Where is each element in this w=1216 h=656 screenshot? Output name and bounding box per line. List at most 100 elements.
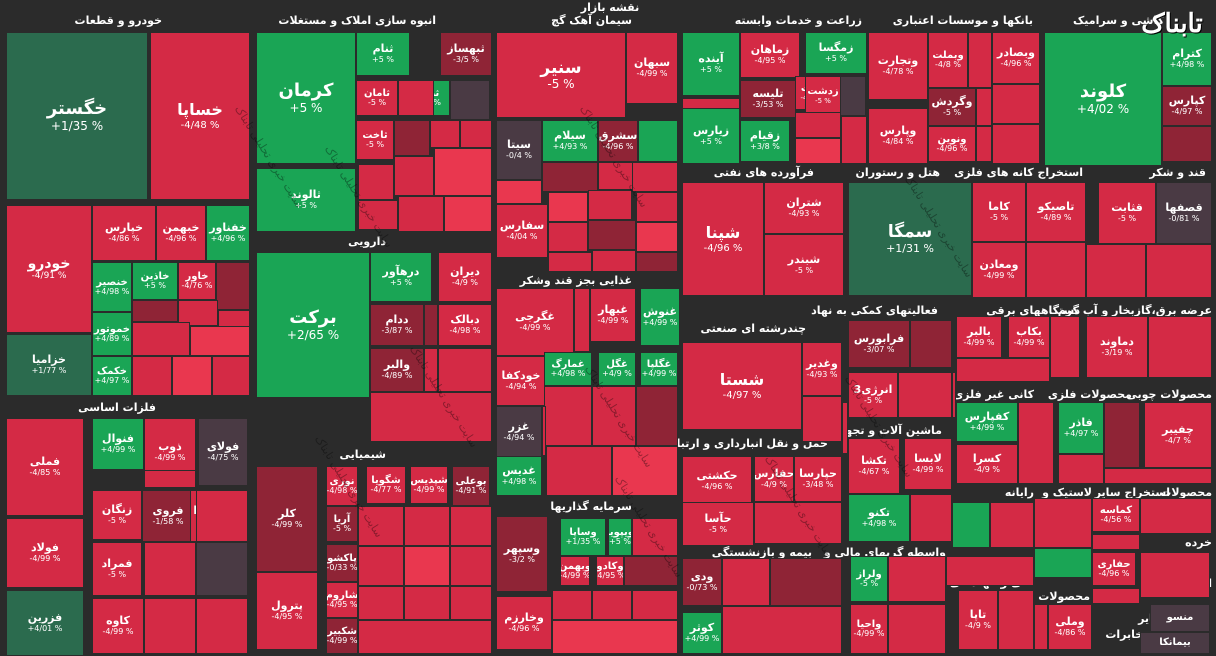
treemap-tile[interactable]: حفارس -4/9 %	[754, 456, 794, 502]
treemap-tile[interactable]: غمارگ +4/98 %	[544, 352, 592, 386]
treemap-tile[interactable]: ویپویا+5 %	[608, 518, 632, 556]
treemap-tile[interactable]: پاکشو -0/33 %	[326, 544, 358, 582]
treemap-tile-unlabeled[interactable]	[450, 586, 492, 620]
treemap-tile-unlabeled[interactable]	[548, 252, 592, 272]
treemap-tile-unlabeled[interactable]	[574, 288, 590, 352]
treemap-tile[interactable]: خموتور +4/89 %	[92, 312, 132, 356]
treemap-tile-unlabeled[interactable]	[460, 120, 492, 148]
treemap-tile[interactable]: واحیا -4/99 %	[850, 604, 888, 654]
treemap-tile-unlabeled[interactable]	[552, 590, 592, 620]
treemap-tile[interactable]: تاپا -4/9 %	[958, 590, 998, 650]
treemap-tile-unlabeled[interactable]	[842, 402, 848, 454]
treemap-tile-unlabeled[interactable]	[358, 164, 394, 200]
treemap-tile[interactable]: شبندر -5 %	[764, 234, 844, 296]
treemap-tile[interactable]: کپارس -4/97 %	[1162, 86, 1212, 126]
treemap-tile[interactable]: خزامیا +1/77 %	[6, 334, 92, 396]
treemap-tile[interactable]: خفناور +4/96 %	[206, 205, 250, 261]
treemap-tile[interactable]: حکشتی -4/96 %	[682, 456, 752, 506]
treemap-tile-unlabeled[interactable]	[496, 180, 542, 204]
treemap-tile[interactable]: غگل +4/9 %	[598, 352, 636, 386]
treemap-tile-unlabeled[interactable]	[172, 356, 212, 396]
treemap-tile-unlabeled[interactable]	[196, 598, 248, 654]
treemap-tile-unlabeled[interactable]	[1104, 402, 1140, 468]
treemap-tile[interactable]: کلوند +4/02 %	[1044, 32, 1162, 166]
treemap-tile[interactable]: والبر -4/89 %	[370, 348, 424, 392]
treemap-tile[interactable]: ثالوند +5 %	[256, 168, 356, 232]
treemap-tile-unlabeled[interactable]	[612, 446, 678, 496]
treemap-tile[interactable]: ومعادن -4/99 %	[972, 242, 1026, 298]
treemap-tile[interactable]: ثنام +5 %	[356, 32, 410, 76]
treemap-tile[interactable]: شاروم -4/95 %	[326, 582, 358, 618]
treemap-tile[interactable]: زقیام +3/8 %	[740, 120, 790, 162]
treemap-tile-unlabeled[interactable]	[968, 32, 992, 88]
treemap-tile[interactable]: شپدیس -4/99 %	[410, 466, 448, 504]
treemap-tile-unlabeled[interactable]	[1140, 552, 1210, 598]
treemap-tile-unlabeled[interactable]	[132, 322, 190, 356]
treemap-tile[interactable]: غگلپا +4/99 %	[640, 352, 678, 386]
treemap-tile-unlabeled[interactable]	[434, 148, 492, 196]
treemap-tile-unlabeled[interactable]	[1018, 402, 1054, 484]
treemap-tile[interactable]: ودی -0/73 %	[682, 558, 722, 606]
treemap-tile-unlabeled[interactable]	[722, 606, 842, 654]
treemap-tile[interactable]: دماوند -3/19 %	[1086, 316, 1148, 378]
treemap-tile-unlabeled[interactable]	[1026, 242, 1086, 298]
treemap-tile-unlabeled[interactable]	[632, 518, 678, 556]
treemap-tile-unlabeled[interactable]	[632, 162, 678, 192]
treemap-tile-unlabeled[interactable]	[190, 326, 250, 356]
treemap-tile-unlabeled[interactable]	[588, 190, 632, 220]
treemap-tile[interactable]: دیران -4/9 %	[438, 252, 492, 302]
treemap-tile-unlabeled[interactable]	[910, 320, 952, 368]
treemap-tile-unlabeled[interactable]	[636, 252, 678, 272]
treemap-tile-unlabeled[interactable]	[430, 120, 460, 148]
treemap-tile-unlabeled[interactable]	[802, 396, 842, 442]
treemap-tile-unlabeled[interactable]	[548, 222, 588, 252]
treemap-tile-unlabeled[interactable]	[450, 546, 492, 586]
treemap-tile-unlabeled[interactable]	[592, 386, 636, 446]
treemap-tile-unlabeled[interactable]	[404, 506, 450, 546]
treemap-tile[interactable]: نوری -4/98 %	[326, 466, 358, 506]
treemap-tile-unlabeled[interactable]	[358, 586, 404, 620]
treemap-tile-unlabeled[interactable]	[976, 88, 992, 126]
treemap-tile[interactable]: کماسه -4/56 %	[1092, 498, 1140, 532]
treemap-tile[interactable]: کفپارس +4/99 %	[956, 402, 1018, 442]
treemap-tile-unlabeled[interactable]	[444, 196, 492, 232]
treemap-tile-unlabeled[interactable]	[1034, 604, 1048, 650]
treemap-tile-unlabeled[interactable]	[624, 556, 678, 586]
treemap-tile[interactable]: غگرجی -4/99 %	[496, 288, 574, 356]
treemap-tile[interactable]: وخارزم -4/96 %	[496, 596, 552, 650]
treemap-tile-unlabeled[interactable]	[632, 590, 678, 620]
treemap-tile-unlabeled[interactable]	[636, 192, 678, 222]
treemap-tile-unlabeled[interactable]	[1058, 454, 1104, 484]
treemap-tile[interactable]: آینده +5 %	[682, 32, 740, 96]
treemap-tile[interactable]: سفارس -4/04 %	[496, 204, 548, 258]
treemap-tile[interactable]: ونوین -4/96 %	[928, 126, 976, 162]
treemap-tile[interactable]: حپارسا -3/48 %	[794, 456, 842, 502]
treemap-tile-unlabeled[interactable]	[990, 502, 1034, 548]
treemap-tile-unlabeled[interactable]	[1086, 244, 1146, 298]
treemap-tile-unlabeled[interactable]	[1140, 498, 1212, 534]
treemap-tile[interactable]: تلیسه -3/53 %	[740, 80, 796, 118]
treemap-tile-unlabeled[interactable]	[946, 556, 1034, 586]
treemap-tile[interactable]: فاذر +4/97 %	[1058, 402, 1104, 454]
treemap-tile[interactable]: وغدیر -4/93 %	[802, 342, 842, 396]
treemap-tile-unlabeled[interactable]	[398, 80, 434, 116]
treemap-tile[interactable]: درهآور +5 %	[370, 252, 432, 302]
treemap-tile[interactable]: فنوال +4/99 %	[92, 418, 144, 470]
treemap-tile[interactable]: خاذین +5 %	[132, 262, 178, 300]
treemap-tile[interactable]: خکمک +4/97 %	[92, 356, 132, 396]
treemap-tile-unlabeled[interactable]	[1050, 316, 1080, 378]
treemap-tile-unlabeled[interactable]	[212, 356, 250, 396]
treemap-tile[interactable]: تاصیکو -4/89 %	[1026, 182, 1086, 242]
treemap-tile[interactable]: سشرق -4/96 %	[598, 120, 638, 162]
treemap-tile-unlabeled[interactable]	[548, 192, 588, 222]
treemap-tile[interactable]: سیتا -0/4 %	[496, 120, 542, 180]
treemap-tile[interactable]: بکاب -4/99 %	[1008, 316, 1050, 358]
treemap-tile-unlabeled[interactable]	[795, 138, 841, 164]
treemap-tile[interactable]: بوعلی -4/91 %	[452, 466, 490, 506]
treemap-tile[interactable]: خنصیر +4/98 %	[92, 262, 132, 312]
treemap-tile-unlabeled[interactable]	[424, 348, 438, 392]
treemap-tile[interactable]: خپارس -4/86 %	[92, 205, 156, 261]
treemap-tile[interactable]: ثامان -5 %	[356, 80, 398, 116]
treemap-tile[interactable]: دبالک -4/98 %	[438, 304, 492, 346]
treemap-tile[interactable]: فرابورس -3/07 %	[848, 320, 910, 368]
